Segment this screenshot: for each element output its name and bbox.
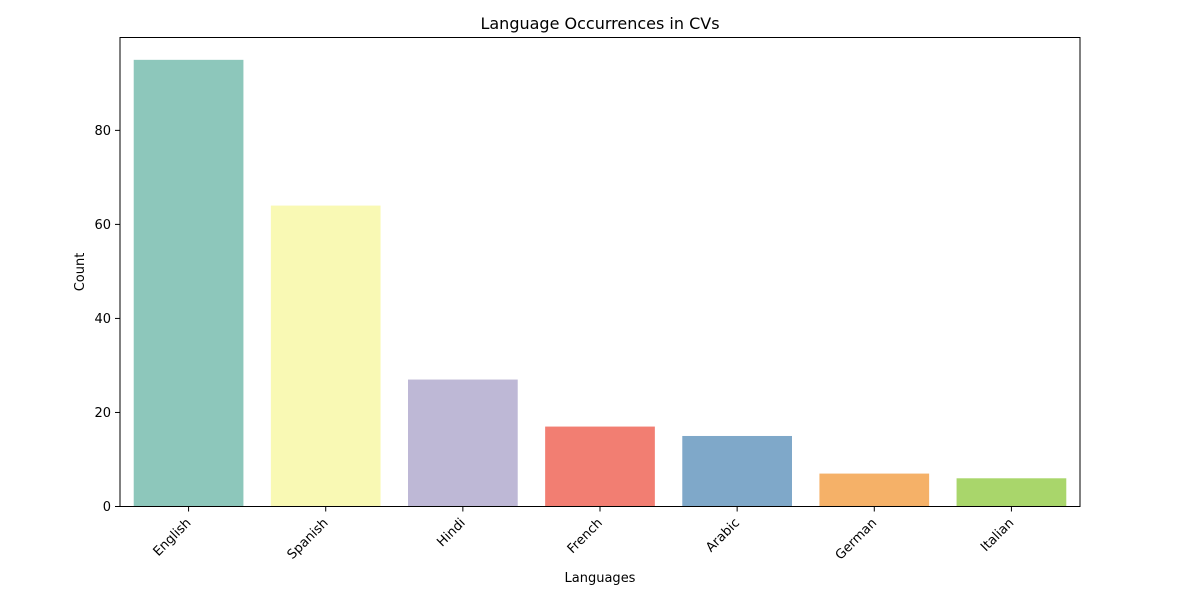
- bar-arabic: [682, 435, 792, 507]
- x-tick-label: Hindi: [434, 516, 468, 550]
- bars-group: [133, 59, 1067, 507]
- y-axis-label: Count: [73, 253, 88, 292]
- y-tick-label: 40: [94, 312, 111, 327]
- bar-italian: [956, 478, 1067, 507]
- y-tick-label: 20: [94, 406, 111, 421]
- x-tick-label: Spanish: [285, 516, 332, 563]
- bar-german: [819, 473, 930, 507]
- x-tick-label: German: [833, 516, 880, 563]
- y-axis: 0 20 40 60 80: [94, 124, 120, 515]
- y-tick-label: 80: [94, 124, 111, 139]
- x-tick-label: Italian: [978, 516, 1017, 555]
- bar-french: [545, 426, 655, 507]
- bar-english: [133, 59, 244, 507]
- bar-spanish: [270, 205, 381, 507]
- bar-hindi: [408, 379, 518, 507]
- y-tick-label: 60: [94, 218, 111, 233]
- chart-title: Language Occurrences in CVs: [480, 14, 719, 33]
- x-axis-label: Languages: [565, 571, 636, 586]
- x-tick-label: English: [151, 516, 195, 560]
- x-tick-label: French: [565, 516, 606, 557]
- x-tick-label: Arabic: [703, 516, 743, 556]
- y-tick-label: 0: [103, 500, 111, 515]
- x-axis: English Spanish Hindi French Arabic German Ita…: [151, 506, 1017, 563]
